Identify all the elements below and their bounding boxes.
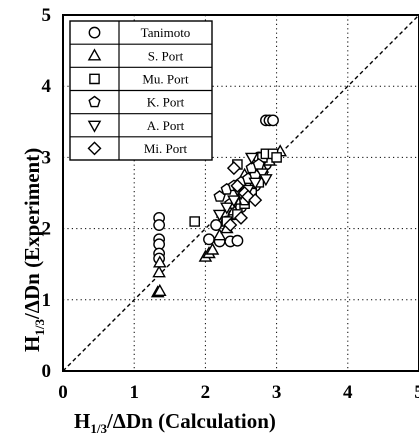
y-axis-title-main: H <box>20 336 44 352</box>
x-tick-label: 4 <box>343 382 353 403</box>
series-mi-port <box>223 161 263 232</box>
data-point <box>231 234 244 247</box>
x-axis-title-main: H <box>74 409 90 433</box>
x-tick-label: 2 <box>201 382 211 403</box>
data-point <box>230 178 245 193</box>
legend-marker <box>87 120 102 133</box>
legend-marker <box>87 48 102 61</box>
y-axis-title: H1/3/ΔDn (Experiment) <box>20 148 47 352</box>
x-axis-title: H1/3/ΔDn (Calculation) <box>74 409 276 434</box>
legend-marker <box>87 141 102 156</box>
data-points <box>150 114 287 298</box>
plot-frame <box>62 14 419 372</box>
legend-marker <box>89 73 100 85</box>
data-point <box>152 265 166 278</box>
data-point <box>153 219 166 231</box>
data-point <box>244 152 259 165</box>
data-point <box>223 218 238 232</box>
legend-label: K. Port <box>147 95 185 110</box>
legend: Tanimoto S. Port Mu. Port K. Port A. Port Mi.… <box>69 20 213 161</box>
x-tick-label: 0 <box>58 382 68 403</box>
legend-marker <box>88 95 101 108</box>
y-tick-label: 2 <box>42 219 52 240</box>
data-point <box>153 255 167 268</box>
x-axis-title-rest: /ΔDn (Calculation) <box>106 409 276 433</box>
legend-label: Mu. Port <box>142 71 189 86</box>
legend-label: S. Port <box>148 48 184 63</box>
data-point <box>212 209 227 222</box>
data-point <box>248 177 262 190</box>
x-tick-label: 3 <box>272 382 282 403</box>
tick-labels: 0 1 2 3 4 5 0 1 2 3 4 5 <box>42 5 419 403</box>
data-point <box>234 210 248 225</box>
x-axis-title-subscript: 1/3 <box>90 421 107 434</box>
data-point <box>227 195 241 208</box>
x-tick-label: 1 <box>129 382 139 403</box>
data-point <box>259 174 273 187</box>
data-point <box>248 193 263 208</box>
data-point <box>220 202 234 215</box>
y-axis-title-rest: /ΔDn (Experiment) <box>20 148 44 320</box>
data-point <box>153 283 167 296</box>
legend-marker <box>88 26 101 39</box>
legend-label: A. Port <box>147 118 185 133</box>
y-tick-label: 3 <box>42 147 52 168</box>
y-tick-label: 1 <box>42 290 52 311</box>
data-point <box>212 228 227 241</box>
x-tick-label: 5 <box>414 382 419 403</box>
data-point <box>267 114 279 127</box>
data-point <box>205 242 220 255</box>
data-point <box>210 219 222 231</box>
legend-label: Tanimoto <box>141 25 191 40</box>
y-tick-label: 5 <box>42 5 52 26</box>
data-point <box>189 216 201 227</box>
data-point <box>226 161 241 176</box>
data-point <box>271 152 282 163</box>
legend-label: Mi. Port <box>144 141 188 156</box>
y-tick-label: 0 <box>42 361 52 382</box>
y-axis-title-subscript: 1/3 <box>32 319 47 336</box>
y-tick-label: 4 <box>42 76 52 97</box>
